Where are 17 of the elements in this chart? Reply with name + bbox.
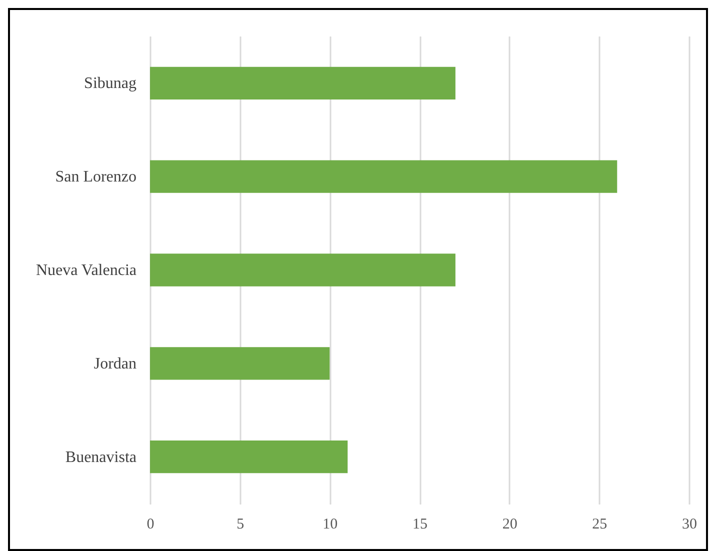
bar (150, 160, 618, 193)
y-tick-label: Jordan (94, 355, 136, 372)
x-tick-label: 5 (236, 516, 244, 532)
bar (150, 347, 330, 380)
y-tick-label: Buenavista (65, 448, 136, 466)
bar (150, 440, 348, 474)
x-tick-label: 0 (146, 516, 154, 532)
y-tick-label: Sibunag (84, 75, 136, 92)
bar (150, 254, 456, 286)
y-tick-label: San Lorenzo (55, 168, 136, 186)
x-tick-label: 20 (502, 516, 518, 532)
x-tick-label: 10 (322, 516, 338, 532)
bar (150, 66, 456, 100)
x-tick-label: 30 (682, 516, 697, 532)
y-tick-label: Nueva Valencia (36, 262, 136, 279)
x-tick-label: 15 (412, 516, 428, 532)
x-tick-label: 25 (592, 516, 608, 532)
